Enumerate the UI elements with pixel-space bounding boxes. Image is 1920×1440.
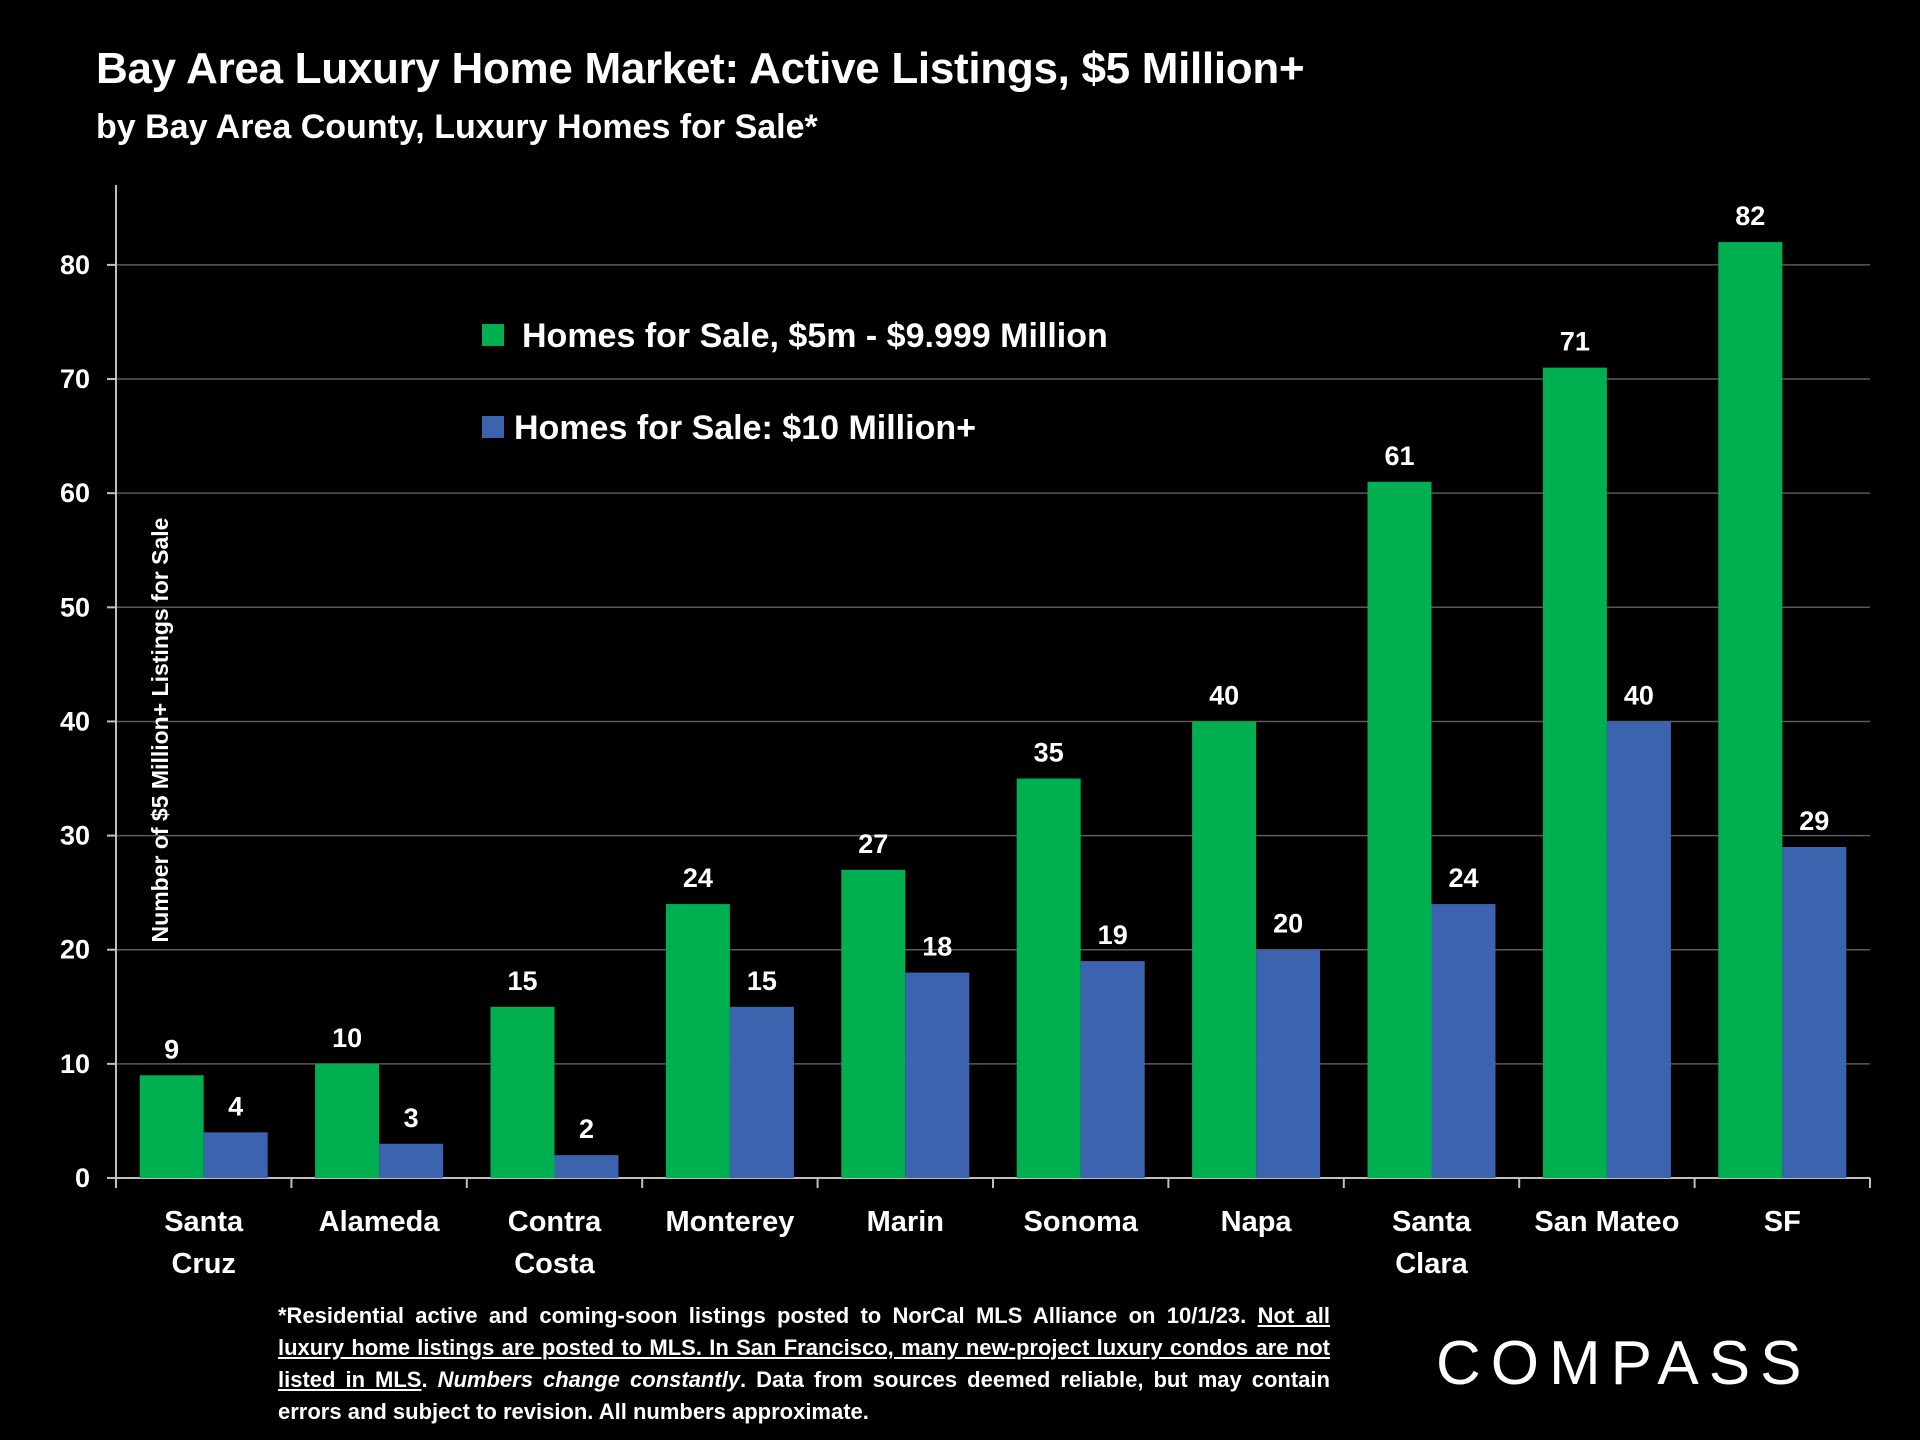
bar-value-label: 18	[922, 932, 952, 962]
bar-green	[1367, 481, 1432, 1178]
compass-logo: COMPASS	[1436, 1329, 1812, 1398]
x-tick-label: Santa	[1392, 1206, 1472, 1238]
x-tick-label: SF	[1764, 1206, 1801, 1238]
bar-blue	[729, 1006, 794, 1178]
bar-blue	[1606, 721, 1671, 1178]
x-tick-label: Santa	[164, 1206, 244, 1238]
bar-blue	[1431, 904, 1496, 1178]
x-tick-label: Clara	[1395, 1248, 1468, 1280]
bar-value-label: 19	[1098, 920, 1128, 950]
legend-swatch-green	[482, 324, 504, 346]
bar-value-label: 20	[1273, 909, 1303, 939]
bar-value-label: 27	[858, 829, 888, 859]
bar-green	[841, 869, 906, 1178]
y-tick-label: 60	[60, 478, 90, 508]
chart-subtitle: by Bay Area County, Luxury Homes for Sal…	[96, 108, 818, 146]
bar-value-label: 40	[1209, 680, 1239, 710]
x-tick-label: Cruz	[171, 1248, 235, 1280]
x-tick-label: Sonoma	[1023, 1206, 1138, 1238]
bar-green	[139, 1075, 204, 1178]
bar-blue	[1256, 949, 1321, 1178]
bar-value-label: 3	[404, 1103, 419, 1133]
bar-green	[1718, 242, 1783, 1178]
x-tick-label: Contra	[508, 1206, 602, 1238]
footnote-text-2: .	[421, 1367, 438, 1392]
y-tick-label: 0	[75, 1163, 90, 1193]
bar-blue	[1782, 847, 1847, 1178]
x-tick-label: Alameda	[319, 1206, 441, 1238]
bar-green	[1016, 778, 1081, 1178]
footnote-text: *Residential active and coming-soon list…	[278, 1303, 1258, 1328]
footnote-text-3: . Data from sources deemed reliable, but…	[278, 1367, 1330, 1424]
bar-chart: 0 10 20 30 40 50 60 70 80 9 4 Santa Cruz 10 3 Alameda 15…	[60, 185, 1871, 1280]
bar-blue	[905, 972, 970, 1178]
legend-label: Homes for Sale, $5m - $9.999 Million	[522, 317, 1108, 355]
bar-green	[1542, 367, 1607, 1178]
legend-swatch-blue	[482, 416, 504, 438]
bar-value-label: 9	[164, 1034, 179, 1064]
bar-value-label: 35	[1034, 738, 1064, 768]
y-axis-label: Number of $5 Million+ Listings for Sale	[147, 518, 173, 943]
y-tick-label: 80	[60, 250, 90, 280]
x-tick-label: Marin	[867, 1206, 944, 1238]
bar-blue	[1080, 961, 1145, 1178]
bar-green	[490, 1006, 555, 1178]
chart-title: Bay Area Luxury Home Market: Active List…	[96, 44, 1305, 93]
bar-value-label: 10	[332, 1023, 362, 1053]
bar-green	[315, 1063, 380, 1178]
bar-value-label: 4	[228, 1091, 243, 1121]
bar-blue	[379, 1143, 444, 1178]
bar-value-label: 15	[747, 966, 777, 996]
y-tick-label: 30	[60, 821, 90, 851]
bar-value-label: 15	[507, 966, 537, 996]
footnote: *Residential active and coming-soon list…	[278, 1300, 1330, 1428]
footnote-underlined: Not all luxury home listings are posted …	[278, 1303, 1330, 1392]
bar-green	[665, 904, 730, 1178]
bar-green	[1192, 721, 1257, 1178]
x-tick-label: Monterey	[665, 1206, 794, 1238]
footnote-italic: Numbers change constantly	[437, 1367, 741, 1392]
x-tick-label: Napa	[1221, 1206, 1293, 1238]
bar-value-label: 2	[579, 1114, 594, 1144]
x-tick-label: Costa	[514, 1248, 595, 1280]
y-tick-label: 50	[60, 592, 90, 622]
bar-value-label: 40	[1624, 680, 1654, 710]
bar-value-label: 71	[1560, 327, 1590, 357]
bar-value-label: 29	[1799, 806, 1829, 836]
bar-value-label: 24	[683, 863, 713, 893]
bar-value-label: 82	[1735, 201, 1765, 231]
bar-blue	[554, 1155, 619, 1178]
x-tick-label: San Mateo	[1534, 1206, 1679, 1238]
bar-value-label: 61	[1384, 441, 1414, 471]
y-tick-label: 70	[60, 364, 90, 394]
bar-blue	[203, 1132, 268, 1178]
bar-value-label: 24	[1448, 863, 1478, 893]
y-tick-label: 10	[60, 1049, 90, 1079]
y-tick-label: 40	[60, 706, 90, 736]
y-tick-label: 20	[60, 935, 90, 965]
legend-label: Homes for Sale: $10 Million+	[514, 409, 976, 447]
